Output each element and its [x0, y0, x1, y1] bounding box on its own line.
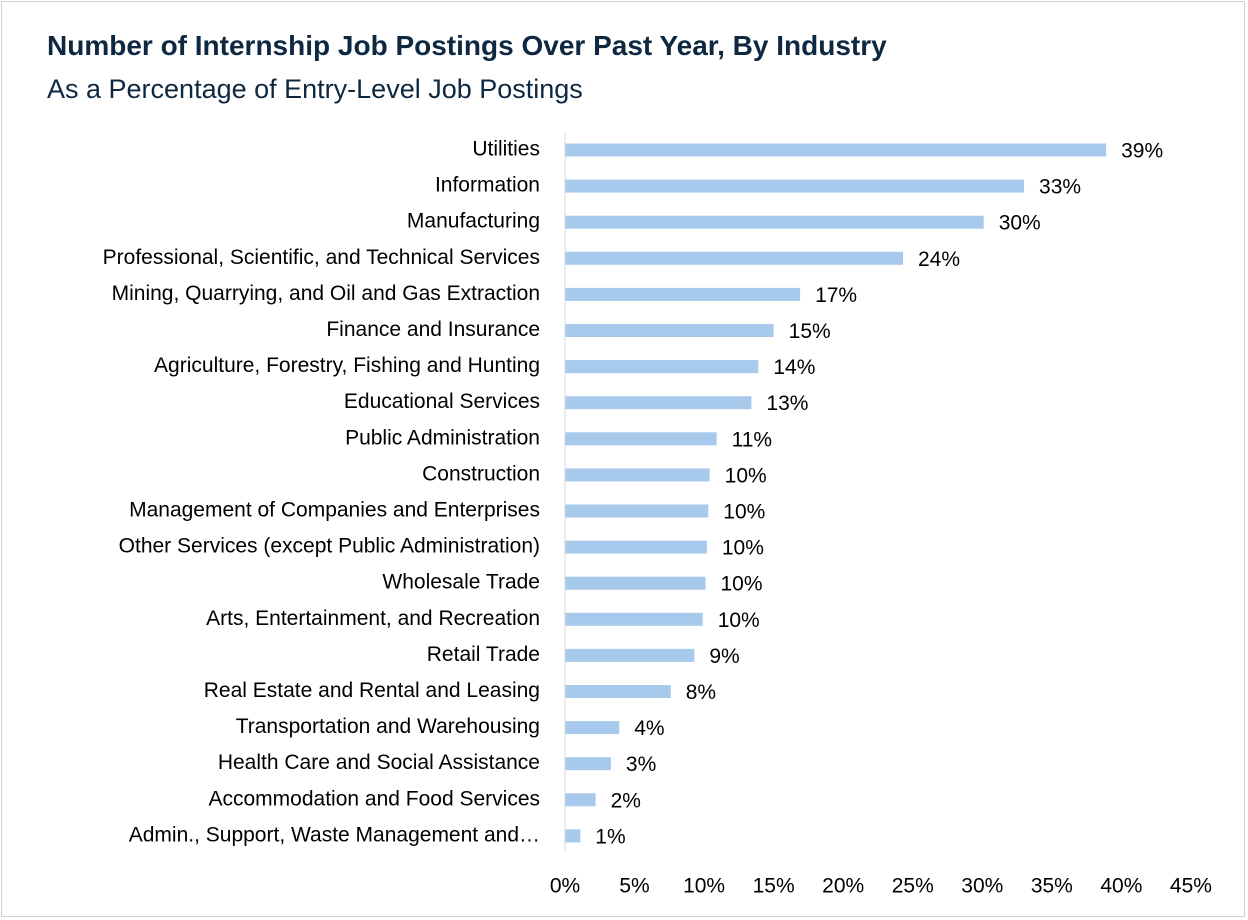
- category-label: Other Services (except Public Administra…: [119, 535, 540, 558]
- bar: [565, 504, 709, 518]
- value-label: 2%: [611, 789, 641, 812]
- value-label: 14%: [773, 356, 815, 379]
- bar: [565, 360, 759, 374]
- category-label: Utilities: [472, 138, 540, 161]
- value-label: 10%: [720, 573, 762, 596]
- x-tick-label: 20%: [822, 875, 864, 898]
- bar: [565, 179, 1025, 193]
- value-label: 4%: [634, 717, 664, 740]
- bar: [565, 468, 710, 482]
- x-tick-label: 10%: [683, 875, 725, 898]
- bar: [565, 432, 717, 446]
- value-label: 11%: [732, 428, 772, 451]
- category-label: Real Estate and Rental and Leasing: [204, 679, 540, 702]
- x-tick-label: 30%: [961, 875, 1003, 898]
- bar: [565, 612, 703, 626]
- bars-group: [565, 143, 1107, 843]
- category-label: Transportation and Warehousing: [236, 715, 540, 738]
- value-label: 30%: [999, 212, 1041, 235]
- category-label: Manufacturing: [407, 210, 540, 233]
- category-label: Retail Trade: [427, 643, 540, 666]
- bar: [565, 757, 611, 771]
- category-label: Accommodation and Food Services: [209, 787, 541, 810]
- bar: [565, 576, 706, 590]
- value-label: 9%: [709, 645, 739, 668]
- category-label: Agriculture, Forestry, Fishing and Hunti…: [154, 354, 540, 377]
- category-label: Mining, Quarrying, and Oil and Gas Extra…: [112, 282, 540, 305]
- x-tick-label: 15%: [753, 875, 795, 898]
- x-tick-label: 25%: [892, 875, 934, 898]
- value-label: 33%: [1039, 176, 1081, 199]
- bar: [565, 721, 620, 735]
- value-label: 1%: [595, 825, 625, 848]
- bar: [565, 215, 984, 229]
- bar: [565, 829, 581, 843]
- category-label: Health Care and Social Assistance: [218, 751, 540, 774]
- value-label: 39%: [1121, 140, 1163, 163]
- value-label: 24%: [918, 248, 960, 271]
- category-label: Finance and Insurance: [326, 318, 540, 341]
- x-tick-labels-group: 0% 5% 10% 15% 20% 25% 30% 35% 40% 45%: [550, 875, 1212, 898]
- bar: [565, 287, 801, 301]
- bar: [565, 143, 1107, 157]
- category-label: Management of Companies and Enterprises: [129, 499, 540, 522]
- chart-subtitle: As a Percentage of Entry-Level Job Posti…: [47, 74, 583, 104]
- category-label: Construction: [422, 462, 540, 485]
- bar: [565, 251, 904, 265]
- value-labels-group: 39% 33% 30% 24% 17% 15% 14% 13% 11% 10% 10% 10% 10% 1…: [595, 140, 1163, 849]
- bar: [565, 324, 774, 337]
- category-label: Educational Services: [344, 390, 540, 413]
- value-label: 10%: [718, 609, 760, 632]
- category-label: Arts, Entertainment, and Recreation: [206, 607, 540, 630]
- bar: [565, 540, 707, 554]
- category-label: Public Administration: [345, 426, 540, 449]
- category-label: Information: [435, 174, 540, 197]
- x-tick-label: 5%: [619, 875, 649, 898]
- x-tick-label: 35%: [1031, 875, 1073, 898]
- value-label: 10%: [725, 464, 767, 487]
- chart-title: Number of Internship Job Postings Over P…: [47, 30, 887, 61]
- value-label: 10%: [723, 501, 765, 524]
- x-tick-label: 0%: [550, 875, 580, 898]
- bar: [565, 793, 596, 807]
- category-label: Professional, Scientific, and Technical …: [103, 246, 540, 269]
- value-label: 17%: [815, 284, 857, 307]
- x-tick-label: 40%: [1100, 875, 1142, 898]
- bar: [565, 685, 671, 698]
- x-tick-label: 45%: [1170, 875, 1212, 898]
- value-label: 10%: [722, 537, 764, 560]
- category-label: Wholesale Trade: [382, 571, 540, 594]
- bar: [565, 396, 752, 410]
- bar: [565, 648, 695, 662]
- value-label: 15%: [789, 320, 831, 343]
- category-label: Admin., Support, Waste Management and…: [129, 823, 540, 846]
- value-label: 3%: [626, 753, 656, 776]
- category-labels-group: Utilities Information Manufacturing Profess…: [103, 138, 540, 847]
- value-label: 8%: [686, 681, 716, 704]
- value-label: 13%: [766, 392, 808, 415]
